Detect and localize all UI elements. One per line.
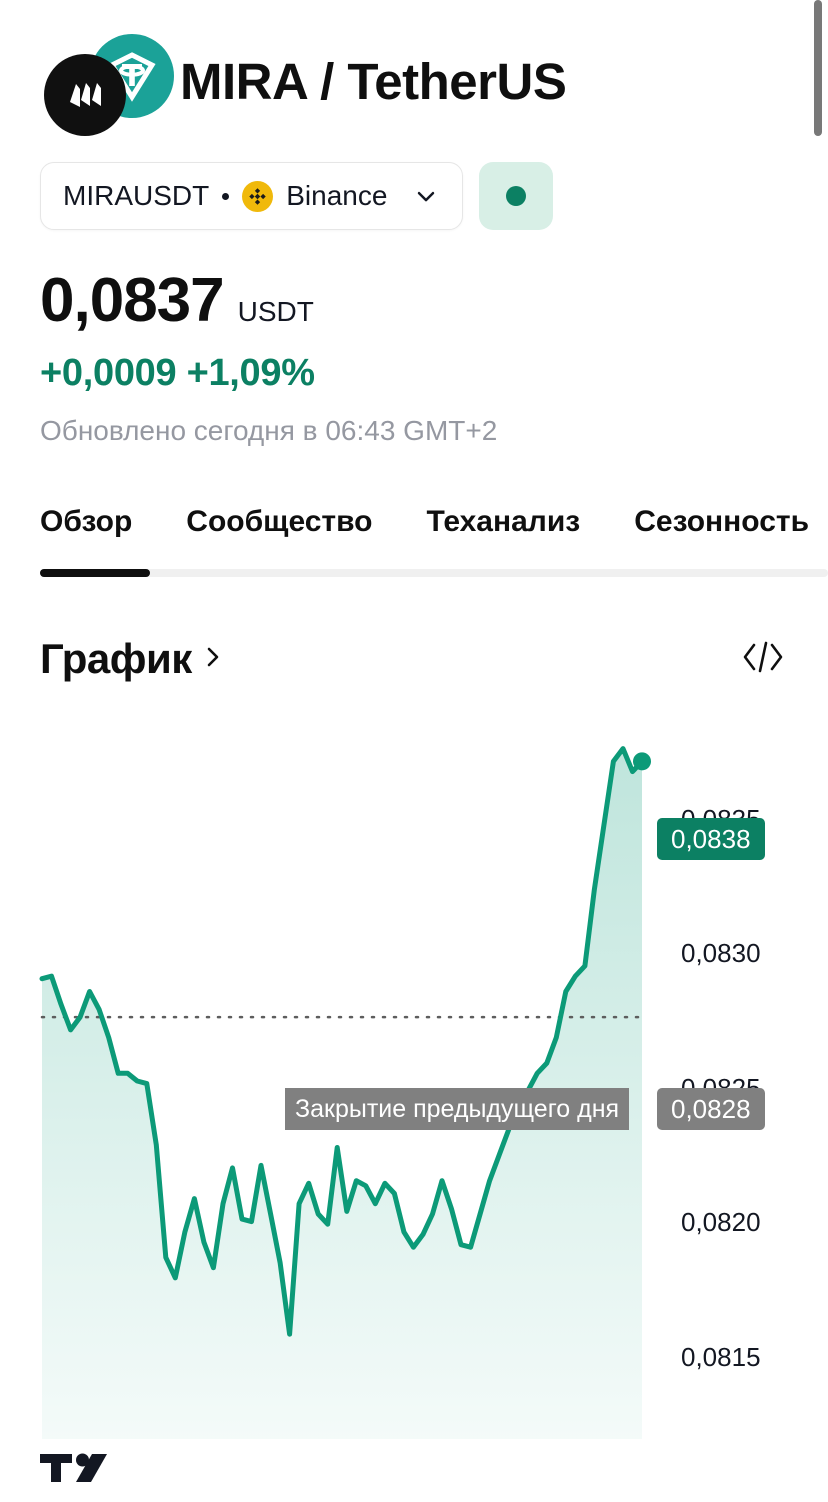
last-updated-text: Обновлено сегодня в 06:43 GMT+2 xyxy=(40,415,498,446)
chart-title-link[interactable]: График xyxy=(40,635,224,683)
market-status-button[interactable] xyxy=(479,162,554,230)
chart-header: График xyxy=(0,583,828,683)
symbol-label: MIRAUSDT xyxy=(63,180,210,211)
binance-icon xyxy=(242,180,274,212)
page-title: MIRA / TetherUS xyxy=(180,52,567,110)
header: MIRA / TetherUS xyxy=(0,0,828,140)
tab-community[interactable]: Сообщество xyxy=(186,505,373,538)
axis-tick-label: 0,0830 xyxy=(681,938,761,968)
chevron-right-icon xyxy=(202,642,224,677)
symbol-selector-row: MIRAUSDT Binance xyxy=(0,140,828,230)
price-currency: USDT xyxy=(237,296,314,327)
axis-tick-label: 0,0815 xyxy=(681,1342,761,1372)
price-change: +0,0009 +1,09% xyxy=(40,352,315,394)
exchange-label: Binance xyxy=(286,180,388,211)
mira-coin-icon xyxy=(44,54,126,136)
chevron-down-icon[interactable] xyxy=(412,182,440,210)
page-scrollbar[interactable] xyxy=(814,0,822,136)
tradingview-logo-icon xyxy=(40,1448,112,1493)
tab-seasonality[interactable]: Сезонность xyxy=(634,505,810,538)
separator-dot-icon xyxy=(222,192,230,200)
tab-technical-analysis[interactable]: Теханализ xyxy=(426,505,581,538)
prev-close-badge: 0,0828 xyxy=(657,1088,765,1130)
quote-block: 0,0837 USDT +0,0009 +1,09% Обновлено сег… xyxy=(0,230,828,447)
prev-close-annotation: Закрытие предыдущего дня xyxy=(285,1088,630,1130)
last-price: 0,0837 xyxy=(40,266,225,335)
code-brackets-icon[interactable] xyxy=(740,636,786,683)
last-price-badge: 0,0838 xyxy=(657,818,765,860)
tab-bar: Обзор Сообщество Теханализ Сезонность xyxy=(0,507,828,583)
pair-logos xyxy=(40,22,174,140)
tab-scroll-thumb[interactable] xyxy=(40,569,150,577)
chart-title: График xyxy=(40,635,192,682)
axis-tick-label: 0,0820 xyxy=(681,1207,761,1237)
tab-overview[interactable]: Обзор xyxy=(40,505,133,538)
tab-scroll-track[interactable] xyxy=(40,569,828,577)
symbol-exchange-dropdown[interactable]: MIRAUSDT Binance xyxy=(40,162,464,230)
market-open-dot-icon xyxy=(506,186,527,206)
